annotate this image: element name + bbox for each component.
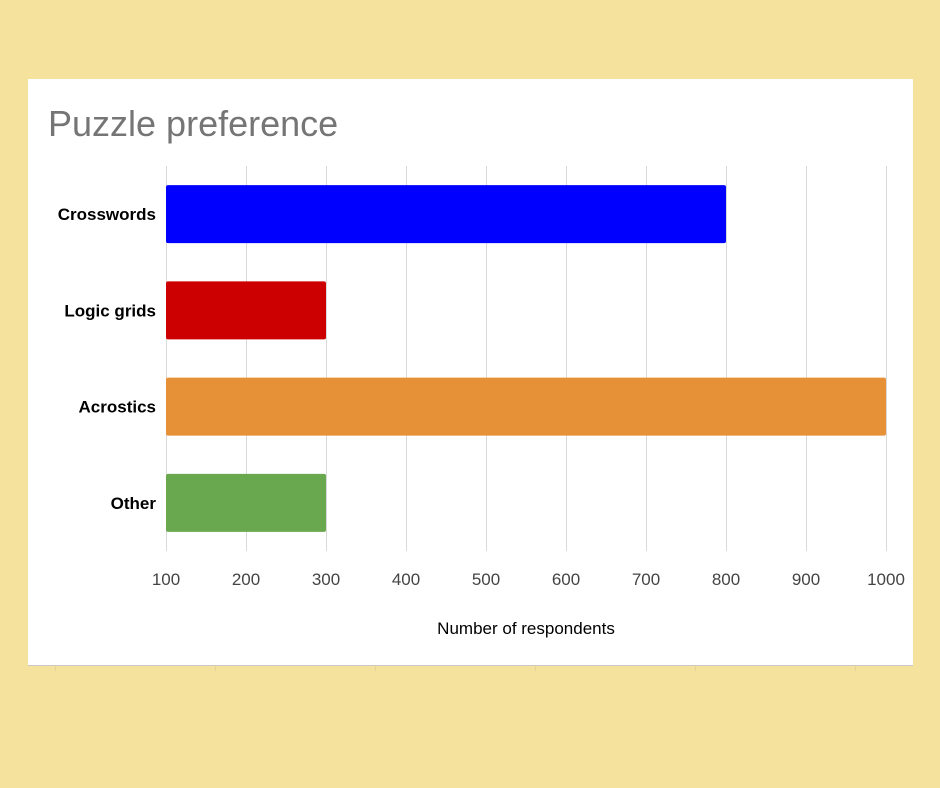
divider-tick xyxy=(695,665,696,671)
x-tick-label: 600 xyxy=(552,570,580,589)
category-label: Acrostics xyxy=(79,398,156,417)
bar xyxy=(166,185,726,244)
category-label: Crosswords xyxy=(58,205,156,224)
x-tick-label: 900 xyxy=(792,570,820,589)
bar xyxy=(166,377,886,436)
x-tick-label: 200 xyxy=(232,570,260,589)
x-tick-label: 400 xyxy=(392,570,420,589)
chart-card: Puzzle preference Crosswords Logic grids A… xyxy=(28,79,913,666)
bar xyxy=(166,281,326,340)
divider-tick xyxy=(215,665,216,671)
divider-tick xyxy=(855,665,856,671)
x-tick-label: 300 xyxy=(312,570,340,589)
category-label: Logic grids xyxy=(64,301,156,320)
x-tick-label: 500 xyxy=(472,570,500,589)
category-label: Other xyxy=(111,494,157,513)
x-tick-label: 800 xyxy=(712,570,740,589)
chart-title: Puzzle preference xyxy=(48,103,339,144)
x-tick-label: 700 xyxy=(632,570,660,589)
x-tick-label: 100 xyxy=(152,570,180,589)
divider-tick xyxy=(535,665,536,671)
bar-chart: Crosswords Logic grids Acrostics Other 100 20… xyxy=(58,166,905,638)
divider-tick xyxy=(375,665,376,671)
x-axis-title: Number of respondents xyxy=(437,619,615,638)
x-tick-label: 1000 xyxy=(867,570,905,589)
bar xyxy=(166,473,326,532)
divider-tick xyxy=(55,665,56,671)
